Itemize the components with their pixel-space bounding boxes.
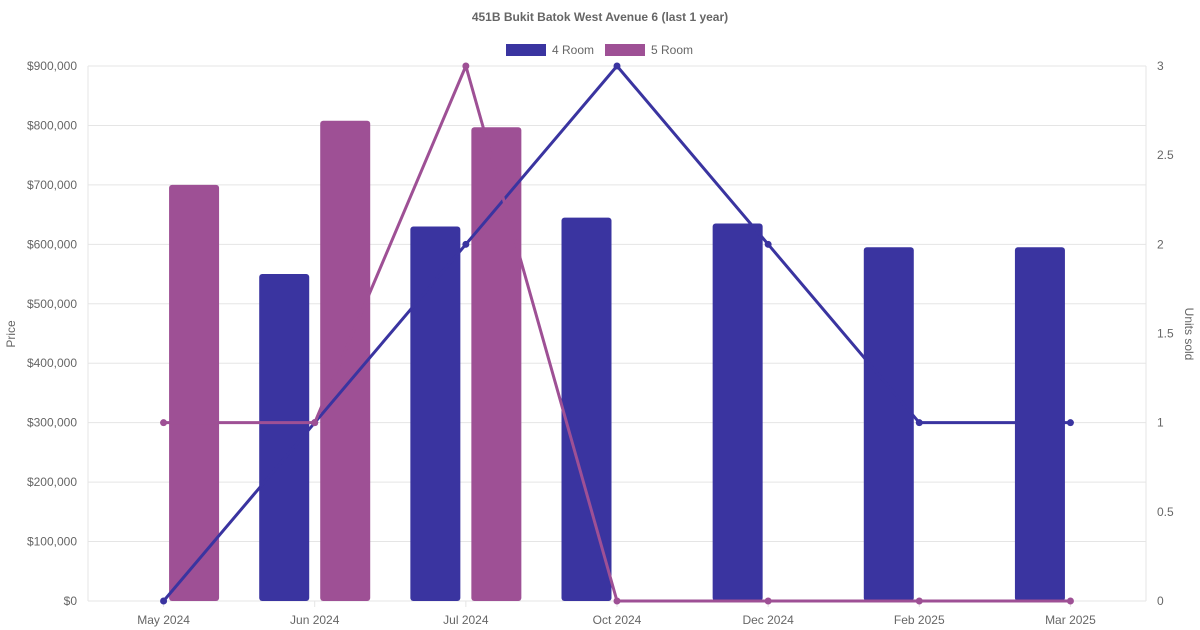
point-4-room[interactable] (1066, 419, 1074, 427)
y-left-tick-label: $100,000 (27, 535, 77, 549)
point-5-room[interactable] (462, 62, 470, 70)
y-left-tick-label: $0 (64, 594, 78, 608)
y-left-tick-label: $800,000 (27, 118, 77, 132)
point-5-room[interactable] (915, 597, 923, 605)
bar-4-room[interactable] (863, 247, 914, 602)
y-right-tick-label: 1.5 (1157, 327, 1174, 341)
legend[interactable]: 4 Room 5 Room (506, 43, 693, 57)
point-4-room[interactable] (613, 62, 621, 70)
bars (169, 120, 1065, 602)
y-left-tick-label: $200,000 (27, 475, 77, 489)
left-axis-ticks: $0 $100,000 $200,000 $300,000 $400,000 $500,0… (27, 59, 77, 608)
y-right-tick-label: 1 (1157, 416, 1164, 430)
point-5-room[interactable] (613, 597, 621, 605)
bar-4-room[interactable] (712, 223, 763, 601)
chart-title: 451B Bukit Batok West Avenue 6 (last 1 y… (472, 10, 728, 24)
x-tick-label: Jun 2024 (290, 613, 340, 627)
point-5-room[interactable] (764, 597, 772, 605)
y-right-tick-label: 2.5 (1157, 148, 1174, 162)
point-5-room[interactable] (1066, 597, 1074, 605)
point-5-room[interactable] (311, 419, 319, 427)
point-4-room[interactable] (764, 240, 772, 248)
bar-5-room[interactable] (320, 120, 371, 601)
y-right-tick-label: 0 (1157, 594, 1164, 608)
legend-item-4-room[interactable]: 4 Room (506, 43, 594, 57)
x-tick-label: Dec 2024 (742, 613, 794, 627)
right-axis-ticks: 0 0.5 1 1.5 2 2.5 3 (1157, 59, 1174, 608)
x-tick-label: Mar 2025 (1045, 613, 1096, 627)
y-axis-right-title: Units sold (1182, 308, 1196, 361)
unit-lines (160, 62, 1074, 605)
bar-4-room[interactable] (259, 274, 310, 601)
point-4-room[interactable] (160, 597, 168, 605)
point-4-room[interactable] (462, 240, 470, 248)
legend-item-5-room[interactable]: 5 Room (605, 43, 693, 57)
y-left-tick-label: $600,000 (27, 237, 77, 251)
y-right-tick-label: 0.5 (1157, 505, 1174, 519)
point-4-room[interactable] (915, 419, 923, 427)
bar-4-room[interactable] (410, 226, 461, 602)
y-axis-left-title: Price (4, 320, 18, 348)
legend-swatch-4-room (506, 44, 546, 56)
legend-label-4-room: 4 Room (552, 43, 594, 57)
bar-5-room[interactable] (471, 127, 522, 601)
legend-swatch-5-room (605, 44, 645, 56)
y-right-tick-label: 3 (1157, 59, 1164, 73)
x-axis-ticks: May 2024 Jun 2024 Jul 2024 Oct 2024 Dec 2024… (137, 613, 1096, 627)
bar-4-room[interactable] (561, 217, 612, 602)
y-left-tick-label: $300,000 (27, 416, 77, 430)
point-5-room[interactable] (160, 419, 168, 427)
bar-5-room[interactable] (169, 184, 220, 601)
y-right-tick-label: 2 (1157, 237, 1164, 251)
gridlines (87, 65, 1147, 607)
x-tick-label: Jul 2024 (443, 613, 489, 627)
x-tick-label: May 2024 (137, 613, 190, 627)
legend-label-5-room: 5 Room (651, 43, 693, 57)
x-tick-label: Feb 2025 (894, 613, 945, 627)
y-left-tick-label: $700,000 (27, 178, 77, 192)
x-tick-label: Oct 2024 (593, 613, 642, 627)
y-left-tick-label: $400,000 (27, 356, 77, 370)
y-left-tick-label: $900,000 (27, 59, 77, 73)
y-left-tick-label: $500,000 (27, 297, 77, 311)
